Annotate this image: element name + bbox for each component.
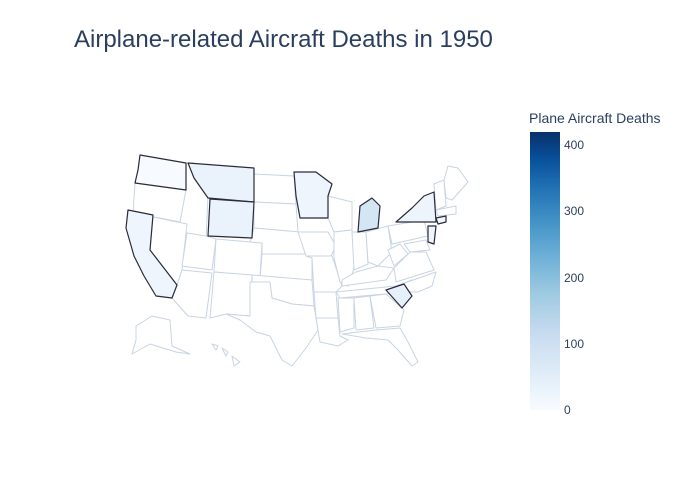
colorbar [530,132,560,410]
state-connecticut [435,215,447,225]
state-west-virginia [387,243,409,267]
colorbar-title: Plane Aircraft Deaths [529,110,661,126]
colorbar-tick-label: 300 [564,204,585,219]
state-indiana [351,231,369,271]
chart-title: Airplane-related Aircraft Deaths in 1950 [74,26,493,53]
state-south-dakota [253,201,299,233]
base-states-layer [131,162,469,367]
state-new-mexico [209,271,253,319]
state-texas [225,281,319,367]
state-utah [181,232,217,271]
state-alaska [131,315,191,355]
state-new-york [395,191,437,223]
state-colorado [213,238,263,277]
state-wyoming [207,198,255,239]
state-hawaii [211,343,241,367]
state-kansas [259,253,313,281]
state-ohio [365,225,393,267]
state-michigan [357,197,381,233]
state-alabama [353,295,375,331]
state-mississippi [337,297,355,333]
highlighted-states-layer [125,154,447,309]
state-illinois [333,229,357,287]
state-louisiana [315,317,349,347]
state-california [125,209,178,299]
state-georgia [369,293,405,329]
state-maryland [403,239,431,253]
state-florida [341,327,419,367]
state-massachusetts [435,205,457,217]
state-wisconsin [327,195,353,233]
state-minnesota [293,171,333,219]
state-arkansas [313,291,339,319]
state-maine [443,165,469,201]
state-south-carolina [385,283,413,309]
colorbar-tick-label: 0 [564,403,571,417]
colorbar-tick-label: 400 [564,138,585,153]
colorbar-tick-label: 200 [564,270,585,285]
state-new-jersey [427,225,437,245]
state-north-dakota [253,173,297,205]
state-washington [134,154,187,191]
colorbar-tick-label: 100 [564,336,585,351]
state-iowa [297,231,337,259]
state-vermont-nh [433,179,447,211]
